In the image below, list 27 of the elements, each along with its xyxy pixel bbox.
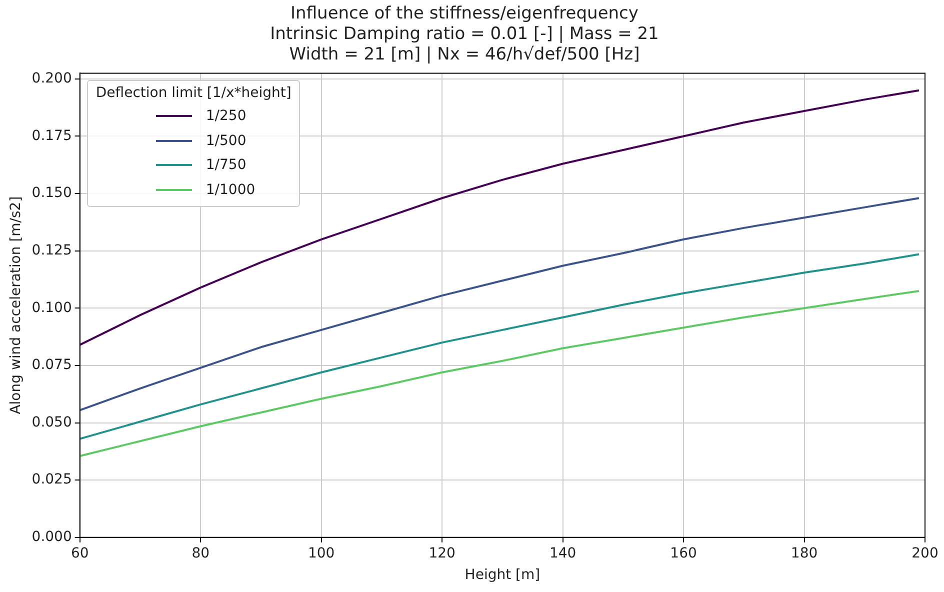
text: Influence of the stiffness/eigenfrequency: [290, 4, 638, 24]
text: Intrinsic Damping ratio = 0.01 [-] | Mass = 21: [270, 24, 659, 44]
legend-label: 1/1000: [206, 182, 256, 198]
legend-title: Deflection limit [1/x*height]: [96, 85, 292, 102]
y-tick-label: 0.100: [32, 300, 72, 316]
x-tick-label: 140: [549, 545, 576, 562]
y-tick-label: 0.050: [32, 414, 72, 430]
y-tick-label: 0.025: [32, 472, 72, 488]
x-tick-label: 100: [308, 545, 335, 562]
legend-label: 1/250: [206, 108, 246, 124]
x-tick-label: 120: [428, 545, 456, 562]
x-axis-title: Height [m]: [464, 567, 540, 584]
legend-label: 1/500: [206, 132, 246, 149]
x-tick-label: 60: [70, 545, 89, 562]
y-tick-label: 0.000: [32, 529, 72, 546]
x-tick-label: 200: [912, 545, 938, 562]
y-tick-label: 0.125: [32, 242, 72, 258]
y-tick-label: 0.200: [32, 70, 72, 87]
legend-label: 1/750: [206, 157, 246, 174]
y-tick-label: 0.150: [32, 185, 72, 202]
text: Width = 21 [m] | Nx = 46/h√def/500 [Hz]: [289, 44, 640, 64]
y-axis-title: Along wind acceleration [m/s2]: [8, 196, 24, 414]
y-tick-label: 0.075: [32, 357, 72, 374]
y-tick-label: 0.175: [32, 128, 72, 144]
x-tick-label: 180: [790, 545, 818, 562]
x-tick-label: 160: [670, 545, 697, 562]
x-tick-label: 80: [192, 545, 210, 562]
